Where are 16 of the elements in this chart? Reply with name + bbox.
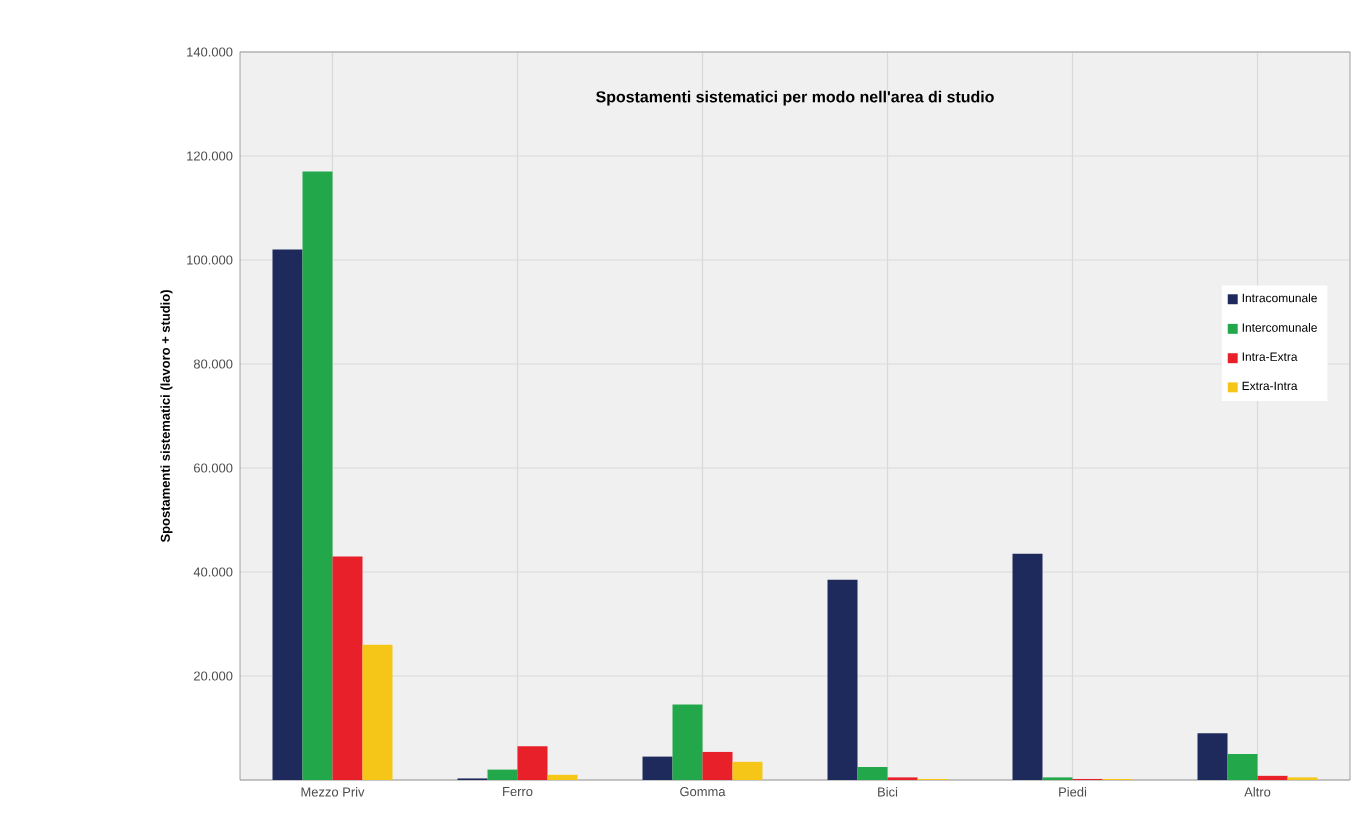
bar — [517, 746, 548, 780]
bar — [827, 579, 858, 780]
bar — [487, 769, 518, 780]
bar — [362, 644, 393, 780]
bar — [547, 774, 578, 780]
bar — [672, 704, 703, 780]
bar — [702, 751, 733, 780]
bar — [272, 249, 303, 780]
bar — [302, 171, 333, 780]
bar — [1197, 733, 1228, 780]
bar — [732, 761, 763, 780]
bar — [642, 756, 673, 780]
bar — [1012, 553, 1043, 780]
bar — [332, 556, 363, 780]
bar — [1227, 754, 1258, 780]
bar — [857, 767, 888, 780]
